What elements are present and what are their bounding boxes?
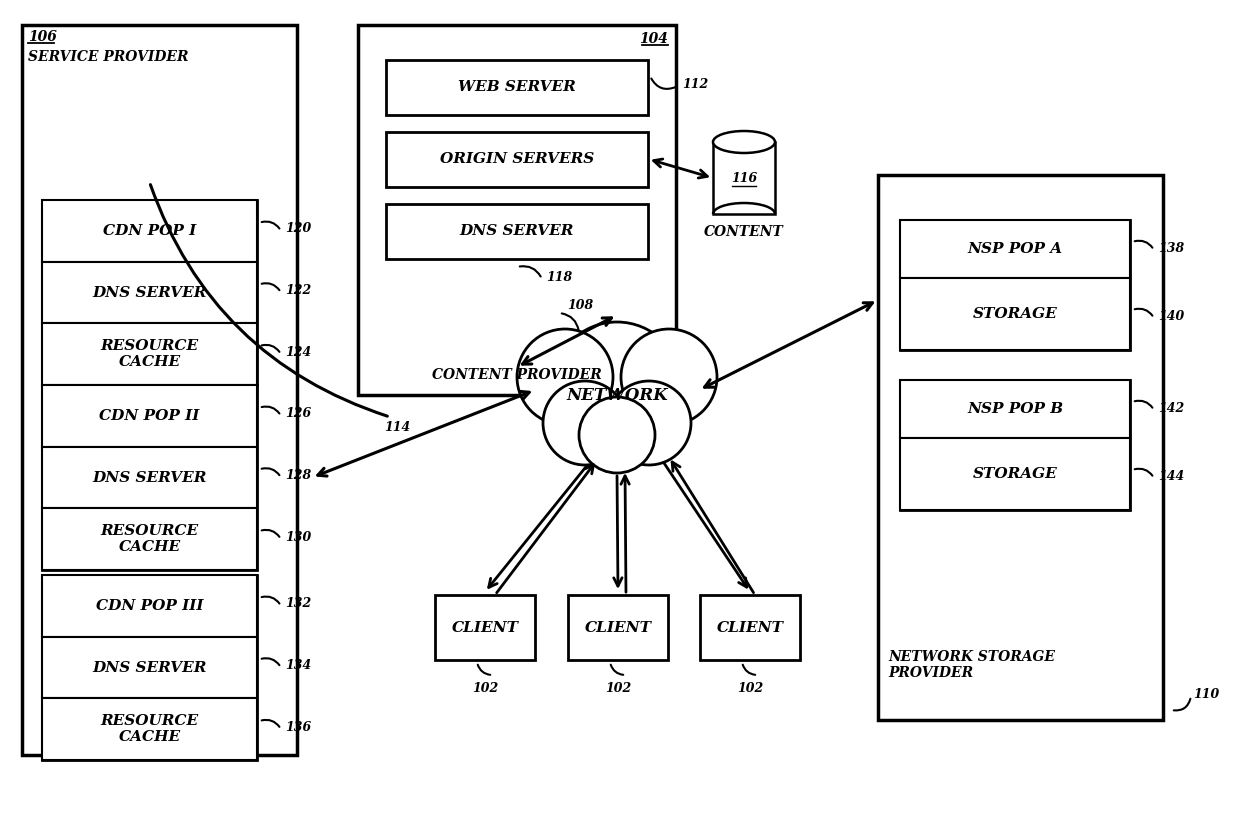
FancyBboxPatch shape [435, 595, 534, 660]
Text: NSP POP B: NSP POP B [967, 402, 1063, 416]
FancyBboxPatch shape [42, 575, 257, 637]
Circle shape [621, 329, 717, 425]
Text: 128: 128 [285, 469, 311, 482]
Text: CLIENT: CLIENT [584, 620, 651, 635]
Text: 118: 118 [546, 271, 572, 284]
Text: WEB SERVER: WEB SERVER [458, 80, 575, 94]
Text: NETWORK STORAGE
PROVIDER: NETWORK STORAGE PROVIDER [888, 650, 1055, 680]
Text: 102: 102 [472, 681, 498, 694]
FancyBboxPatch shape [701, 595, 800, 660]
Text: 132: 132 [285, 597, 311, 610]
Text: RESOURCE
CACHE: RESOURCE CACHE [100, 339, 198, 369]
FancyBboxPatch shape [358, 25, 676, 395]
FancyBboxPatch shape [900, 438, 1130, 510]
Text: DNS SERVER: DNS SERVER [460, 224, 574, 238]
Circle shape [579, 397, 655, 473]
Text: DNS SERVER: DNS SERVER [92, 660, 207, 675]
FancyBboxPatch shape [42, 324, 257, 385]
FancyBboxPatch shape [42, 575, 257, 760]
Text: CONTENT PROVIDER: CONTENT PROVIDER [432, 368, 601, 382]
Text: CONTENT: CONTENT [704, 225, 784, 239]
Text: 106: 106 [29, 30, 57, 44]
Text: STORAGE: STORAGE [972, 307, 1058, 321]
Text: CDN POP I: CDN POP I [103, 224, 196, 238]
Circle shape [543, 381, 627, 465]
FancyBboxPatch shape [386, 132, 649, 187]
FancyBboxPatch shape [42, 200, 257, 262]
Text: 126: 126 [285, 408, 311, 421]
Text: 112: 112 [682, 77, 708, 90]
Text: 104: 104 [639, 32, 668, 46]
FancyBboxPatch shape [900, 220, 1130, 350]
Text: 102: 102 [737, 681, 763, 694]
FancyBboxPatch shape [900, 380, 1130, 438]
Text: 120: 120 [285, 222, 311, 236]
Text: 138: 138 [1158, 241, 1184, 254]
Circle shape [552, 322, 682, 452]
Text: DNS SERVER: DNS SERVER [92, 470, 207, 484]
FancyBboxPatch shape [900, 380, 1130, 510]
FancyBboxPatch shape [42, 200, 257, 385]
Text: 124: 124 [285, 346, 311, 359]
FancyBboxPatch shape [42, 385, 257, 570]
FancyBboxPatch shape [386, 60, 649, 115]
FancyBboxPatch shape [900, 278, 1130, 350]
Ellipse shape [713, 131, 775, 153]
Text: 116: 116 [730, 171, 758, 184]
Text: DNS SERVER: DNS SERVER [92, 285, 207, 299]
Text: CLIENT: CLIENT [717, 620, 784, 635]
Circle shape [517, 329, 613, 425]
Text: 142: 142 [1158, 402, 1184, 415]
FancyBboxPatch shape [42, 385, 257, 447]
Text: 122: 122 [285, 284, 311, 297]
Text: CDN POP III: CDN POP III [95, 599, 203, 613]
Text: CLIENT: CLIENT [451, 620, 518, 635]
Text: NSP POP A: NSP POP A [967, 242, 1063, 256]
Text: 130: 130 [285, 531, 311, 544]
Text: 102: 102 [605, 681, 631, 694]
FancyBboxPatch shape [22, 25, 298, 755]
FancyBboxPatch shape [713, 142, 775, 214]
Text: STORAGE: STORAGE [972, 467, 1058, 481]
FancyBboxPatch shape [386, 204, 649, 259]
Text: SERVICE PROVIDER: SERVICE PROVIDER [29, 50, 188, 64]
Text: RESOURCE
CACHE: RESOURCE CACHE [100, 714, 198, 744]
FancyBboxPatch shape [42, 637, 257, 698]
FancyBboxPatch shape [900, 220, 1130, 278]
Text: 140: 140 [1158, 310, 1184, 323]
Text: NETWORK: NETWORK [567, 386, 668, 403]
FancyBboxPatch shape [42, 698, 257, 760]
FancyBboxPatch shape [42, 447, 257, 509]
Text: 144: 144 [1158, 469, 1184, 482]
Text: 134: 134 [285, 659, 311, 672]
FancyBboxPatch shape [42, 262, 257, 324]
FancyBboxPatch shape [42, 509, 257, 570]
FancyBboxPatch shape [568, 595, 668, 660]
Text: 136: 136 [285, 720, 311, 734]
Text: RESOURCE
CACHE: RESOURCE CACHE [100, 524, 198, 554]
Circle shape [608, 381, 691, 465]
Text: ORIGIN SERVERS: ORIGIN SERVERS [440, 152, 594, 166]
FancyBboxPatch shape [878, 175, 1163, 720]
Text: 110: 110 [1193, 688, 1219, 701]
Text: 108: 108 [567, 298, 593, 311]
Text: CDN POP II: CDN POP II [99, 409, 200, 423]
Text: 114: 114 [384, 421, 410, 434]
